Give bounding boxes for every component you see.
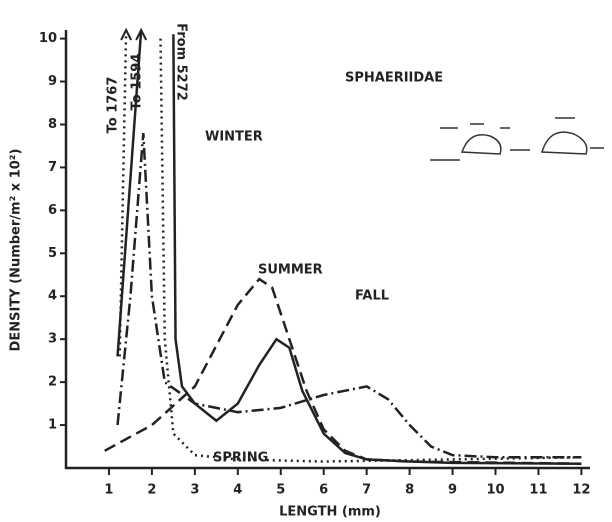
series-label: WINTER [205, 130, 263, 145]
y-tick-label: 6 [48, 203, 57, 218]
chart-title: SPHAERIIDAE [345, 71, 443, 86]
x-tick-label: 2 [147, 483, 156, 498]
axes [66, 30, 590, 468]
y-tick-label: 2 [48, 375, 57, 390]
x-tick-label: 3 [190, 483, 199, 498]
annotation: To 1767 [106, 77, 121, 134]
x-tick-label: 4 [233, 483, 242, 498]
x-tick-label: 9 [448, 483, 457, 498]
y-tick-label: 7 [48, 160, 57, 175]
y-tick-label: 3 [48, 332, 57, 347]
series-label: FALL [355, 289, 389, 304]
x-tick-label: 6 [319, 483, 328, 498]
series-label: SPRING [213, 451, 268, 466]
series-line [118, 133, 582, 457]
x-axis-label: LENGTH (mm) [279, 505, 381, 520]
x-tick-label: 12 [572, 483, 590, 498]
y-tick-label: 8 [48, 117, 57, 132]
x-tick-label: 11 [529, 483, 547, 498]
arrowhead [121, 30, 131, 40]
y-axis-label: DENSITY (Number/m² x 10²) [9, 149, 24, 352]
x-tick-label: 5 [276, 483, 285, 498]
y-tick-label: 9 [48, 74, 57, 89]
y-tick-label: 1 [48, 418, 57, 433]
annotation: To 1594 [130, 54, 145, 111]
y-tick-label: 10 [39, 31, 57, 46]
clam-illustration [430, 118, 604, 160]
series-label: SUMMER [258, 263, 323, 278]
annotation: From 5272 [174, 23, 189, 101]
chart: SPHAERIIDAE LENGTH (mm) DENSITY (Number/… [0, 0, 612, 522]
y-tick-label: 5 [48, 246, 57, 261]
x-tick-label: 7 [362, 483, 371, 498]
x-tick-label: 10 [486, 483, 504, 498]
y-tick-label: 4 [48, 289, 57, 304]
x-tick-label: 8 [405, 483, 414, 498]
x-tick-label: 1 [104, 483, 113, 498]
